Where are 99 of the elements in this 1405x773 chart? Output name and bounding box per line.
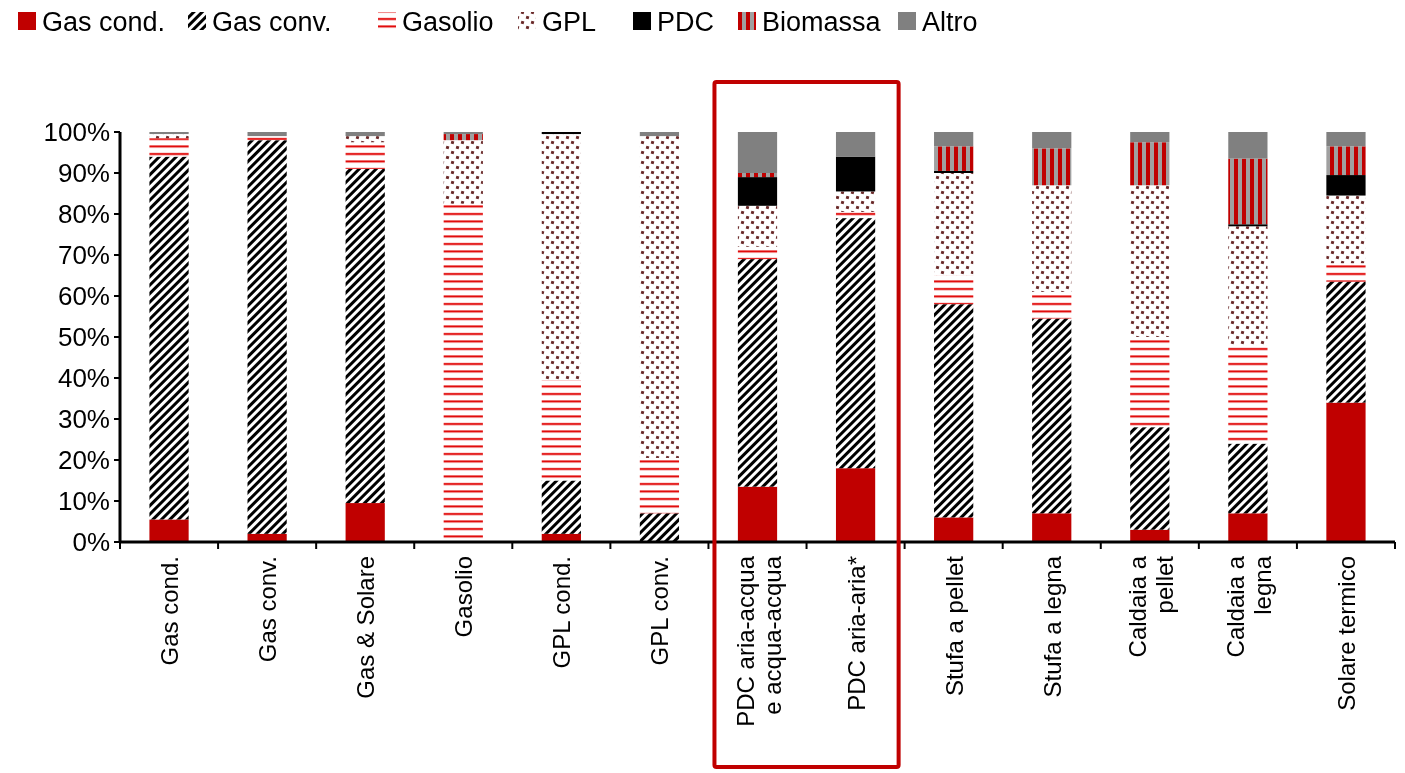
bar xyxy=(737,132,778,173)
bar xyxy=(1130,132,1170,143)
bar xyxy=(247,132,287,137)
bar xyxy=(443,203,483,542)
y-tick-label: 30% xyxy=(57,404,110,435)
bar xyxy=(737,259,778,487)
x-tick-label: PDC aria-acqua e acqua-acqua xyxy=(731,555,786,727)
bar xyxy=(1228,226,1268,346)
bar xyxy=(1228,345,1268,444)
y-tick-label: 60% xyxy=(57,281,110,312)
bar xyxy=(1326,146,1366,176)
bar xyxy=(443,134,483,141)
y-tick-label: 80% xyxy=(57,199,110,230)
bar xyxy=(1130,142,1170,186)
bar xyxy=(1326,132,1366,147)
legend-label: GPL xyxy=(542,7,597,38)
x-tick-label: Stufa a legna xyxy=(1038,555,1066,698)
bar xyxy=(1228,443,1268,514)
x-tick-label: Caldaia a legna xyxy=(1221,555,1276,658)
bar xyxy=(1228,132,1268,159)
bar xyxy=(934,517,974,542)
bar xyxy=(1032,318,1072,514)
bar xyxy=(1326,281,1366,403)
y-tick-label: 100% xyxy=(43,117,110,148)
legend-label: Gas cond. xyxy=(42,7,166,38)
bar xyxy=(1326,195,1366,264)
x-tick-label: Solare termico xyxy=(1332,556,1360,711)
bar xyxy=(1326,175,1366,196)
bar xyxy=(639,132,680,137)
bar xyxy=(835,132,876,157)
bar xyxy=(1032,185,1072,292)
y-tick-label: 0% xyxy=(72,527,110,558)
legend-label: Altro xyxy=(922,7,978,38)
bar xyxy=(149,132,189,135)
bar xyxy=(149,156,189,520)
legend-label: Gasolio xyxy=(402,7,494,38)
bar xyxy=(934,146,974,171)
bar xyxy=(149,138,189,157)
bar xyxy=(149,134,189,139)
bar xyxy=(1228,158,1268,225)
bar xyxy=(835,218,876,469)
y-tick-label: 50% xyxy=(57,322,110,353)
bar xyxy=(639,513,680,542)
y-tick-label: 20% xyxy=(57,445,110,476)
bar xyxy=(934,304,974,518)
bar xyxy=(934,170,974,173)
bar xyxy=(345,132,385,137)
bar xyxy=(541,380,581,481)
legend-label: Gas conv. xyxy=(212,7,332,38)
bar xyxy=(1228,513,1268,542)
bar xyxy=(639,136,680,458)
y-tick-label: 70% xyxy=(57,240,110,271)
bar xyxy=(934,173,974,276)
bar xyxy=(1326,402,1366,542)
bar xyxy=(835,156,876,192)
bar xyxy=(1032,513,1072,542)
bar xyxy=(737,486,778,542)
bar xyxy=(934,132,974,147)
bar xyxy=(835,211,876,219)
bar xyxy=(1326,263,1366,282)
bar xyxy=(443,132,483,135)
bar xyxy=(1130,427,1170,530)
x-tick-label: Caldaia a pellet xyxy=(1123,555,1178,658)
x-tick-label: Gasolio xyxy=(450,556,478,638)
x-tick-label: Gas conv. xyxy=(254,556,282,663)
bar xyxy=(639,457,680,514)
bar xyxy=(247,136,287,141)
bar xyxy=(541,132,581,135)
bar xyxy=(1130,185,1170,337)
bar xyxy=(737,173,778,178)
y-tick-label: 40% xyxy=(57,363,110,394)
x-tick-label: GPL conv. xyxy=(646,556,674,666)
y-tick-label: 90% xyxy=(57,158,110,189)
x-tick-label: Stufa a pellet xyxy=(940,555,968,697)
bar xyxy=(737,177,778,206)
bar xyxy=(1130,337,1170,428)
bar xyxy=(835,468,876,542)
bar xyxy=(934,275,974,305)
x-tick-label: PDC aria-aria* xyxy=(842,556,870,711)
bar xyxy=(345,142,385,169)
bar xyxy=(737,205,778,247)
bar xyxy=(345,503,385,542)
bar xyxy=(247,140,287,534)
bar xyxy=(149,519,189,542)
legend-label: PDC xyxy=(657,7,715,38)
bar xyxy=(541,134,581,381)
bar xyxy=(1032,148,1072,186)
bar xyxy=(443,140,483,204)
x-tick-label: Gas cond. xyxy=(156,556,184,666)
bar xyxy=(1228,224,1268,227)
bar xyxy=(345,136,385,143)
bar xyxy=(345,168,385,504)
bar xyxy=(541,480,581,534)
x-tick-label: Gas & Solare xyxy=(352,556,380,699)
y-tick-label: 10% xyxy=(57,486,110,517)
legend-label: Biomassa xyxy=(762,7,882,38)
bar xyxy=(1032,132,1072,149)
x-tick-label: GPL cond. xyxy=(548,556,576,669)
bar xyxy=(835,191,876,212)
